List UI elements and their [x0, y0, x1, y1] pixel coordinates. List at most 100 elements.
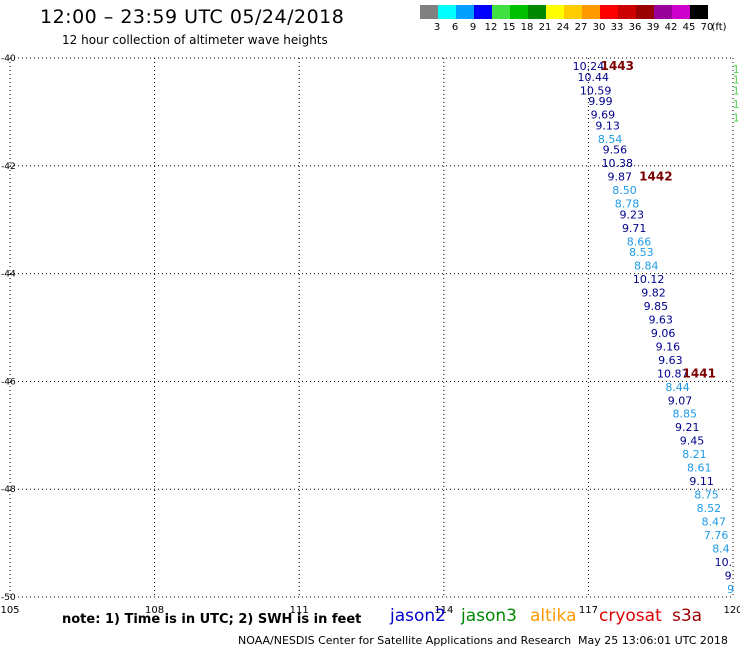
- legend-swatch: [528, 5, 546, 19]
- satellite-s3a: s3a: [672, 606, 703, 626]
- wave-height-value: 9.99: [588, 95, 613, 108]
- wave-height-value-edge: 12: [733, 98, 740, 111]
- y-tick-label: -40: [1, 54, 16, 64]
- x-tick-label: 117: [579, 605, 598, 616]
- legend-swatch: [600, 5, 618, 19]
- legend-label: 70: [700, 22, 714, 33]
- color-legend: 3 6 9 12 15 18 21 24 27 30 33 36 39 42 45 70 (ft): [420, 5, 736, 35]
- wave-height-value: 9.11: [689, 475, 714, 488]
- wave-height-value: 8.66: [627, 235, 652, 248]
- wave-height-value: 8.53: [629, 246, 654, 259]
- satellite-jason2: jason2: [390, 606, 446, 626]
- legend-label: 21: [538, 22, 552, 33]
- wave-height-value: 9.13: [595, 119, 620, 132]
- satellite-jason3: jason3: [461, 606, 517, 626]
- legend-swatch: [654, 5, 672, 19]
- chart-title: 12:00 – 23:59 UTC 05/24/2018: [40, 6, 345, 28]
- x-tick-label: 114: [434, 605, 453, 616]
- y-tick-label: -50: [1, 593, 16, 603]
- wave-height-value: 9.63: [648, 313, 673, 326]
- legend-swatch: [546, 5, 564, 19]
- wave-height-value: 9.87: [607, 171, 632, 184]
- footer-note: note: 1) Time is in UTC; 2) SWH is in fe…: [62, 612, 362, 627]
- wave-height-value: 9.56: [603, 144, 628, 157]
- wave-height-value-edge: 12: [733, 63, 740, 76]
- wave-height-value: 9.07: [668, 394, 693, 407]
- legend-label: 33: [610, 22, 624, 33]
- wave-height-value-edge: 12: [733, 74, 740, 87]
- legend-label: 39: [646, 22, 660, 33]
- x-tick-label: 105: [0, 605, 19, 616]
- time-label: 1442: [639, 170, 672, 184]
- legend-label: 12: [484, 22, 498, 33]
- y-tick-label: -42: [1, 162, 16, 172]
- legend-swatch: [618, 5, 636, 19]
- time-label: 1441: [683, 366, 716, 380]
- legend-label: 42: [664, 22, 678, 33]
- satellite-altika: altika: [530, 606, 577, 626]
- wave-height-value: 10.12: [633, 273, 665, 286]
- wave-height-value: 9: [727, 583, 734, 596]
- legend-swatch: [456, 5, 474, 19]
- legend-label: 24: [556, 22, 570, 33]
- legend-label: 9: [469, 22, 477, 33]
- legend-label: 27: [574, 22, 588, 33]
- legend-label: 18: [520, 22, 534, 33]
- wave-height-value: 9: [725, 569, 732, 582]
- satellite-cryosat: cryosat: [599, 606, 662, 626]
- wave-height-value: 8.44: [665, 381, 690, 394]
- wave-height-value: 9.16: [656, 340, 681, 353]
- legend-unit: (ft): [711, 22, 727, 33]
- legend-swatch: [474, 5, 492, 19]
- legend-swatch: [420, 5, 438, 19]
- y-tick-label: -48: [1, 485, 16, 495]
- time-label: 1443: [601, 59, 634, 73]
- wave-height-value: 9.06: [651, 327, 676, 340]
- legend-swatch: [492, 5, 510, 19]
- legend-label: 6: [451, 22, 459, 33]
- x-tick-label: 111: [290, 605, 309, 616]
- wave-height-value: 9.21: [675, 421, 700, 434]
- x-tick-label: 108: [145, 605, 164, 616]
- wave-height-value: 8.84: [634, 260, 659, 273]
- wave-height-value: 8.85: [673, 408, 698, 421]
- timestamp-text: May 25 13:06:01 UTC 2018: [578, 634, 728, 647]
- wave-height-value: 8.47: [701, 516, 726, 529]
- wave-height-value: 9.69: [591, 109, 616, 122]
- legend-swatch: [636, 5, 654, 19]
- wave-height-value: 8.52: [697, 502, 722, 515]
- wave-height-value: 9.71: [622, 222, 647, 235]
- wave-height-value: 9.45: [680, 435, 705, 448]
- wave-height-value: 8.4: [712, 542, 730, 555]
- wave-height-value: 8.54: [598, 133, 623, 146]
- wave-height-value: 10.: [715, 556, 733, 569]
- legend-swatch: [510, 5, 528, 19]
- wave-height-value: 10.44: [577, 71, 609, 84]
- credit-text: NOAA/NESDIS Center for Satellite Applica…: [238, 634, 572, 647]
- wave-height-value: 9.23: [620, 208, 645, 221]
- wave-height-value-edge: 12: [733, 111, 740, 124]
- legend-label: 15: [502, 22, 516, 33]
- wave-height-value: 10.38: [602, 157, 634, 170]
- legend-swatch: [690, 5, 708, 19]
- wave-height-value: 9.85: [644, 300, 669, 313]
- legend-swatch: [672, 5, 690, 19]
- wave-height-value: 8.21: [682, 448, 707, 461]
- y-tick-label: -46: [1, 377, 16, 387]
- legend-swatch: [564, 5, 582, 19]
- wave-height-value: 10.87: [657, 367, 689, 380]
- x-tick-label: 120: [723, 605, 740, 616]
- wave-height-value: 7.76: [704, 529, 729, 542]
- y-tick-label: -44: [1, 270, 16, 280]
- legend-label: 36: [628, 22, 642, 33]
- legend-label: 45: [682, 22, 696, 33]
- wave-height-value: 10.24: [573, 60, 605, 73]
- legend-label: 3: [433, 22, 441, 33]
- wave-height-value: 9.63: [658, 354, 683, 367]
- wave-height-value-edge: 12: [733, 84, 740, 97]
- wave-height-value: 8.50: [612, 184, 637, 197]
- legend-label: 30: [592, 22, 606, 33]
- wave-height-value: 9.82: [641, 286, 666, 299]
- wave-height-value: 8.78: [615, 198, 640, 211]
